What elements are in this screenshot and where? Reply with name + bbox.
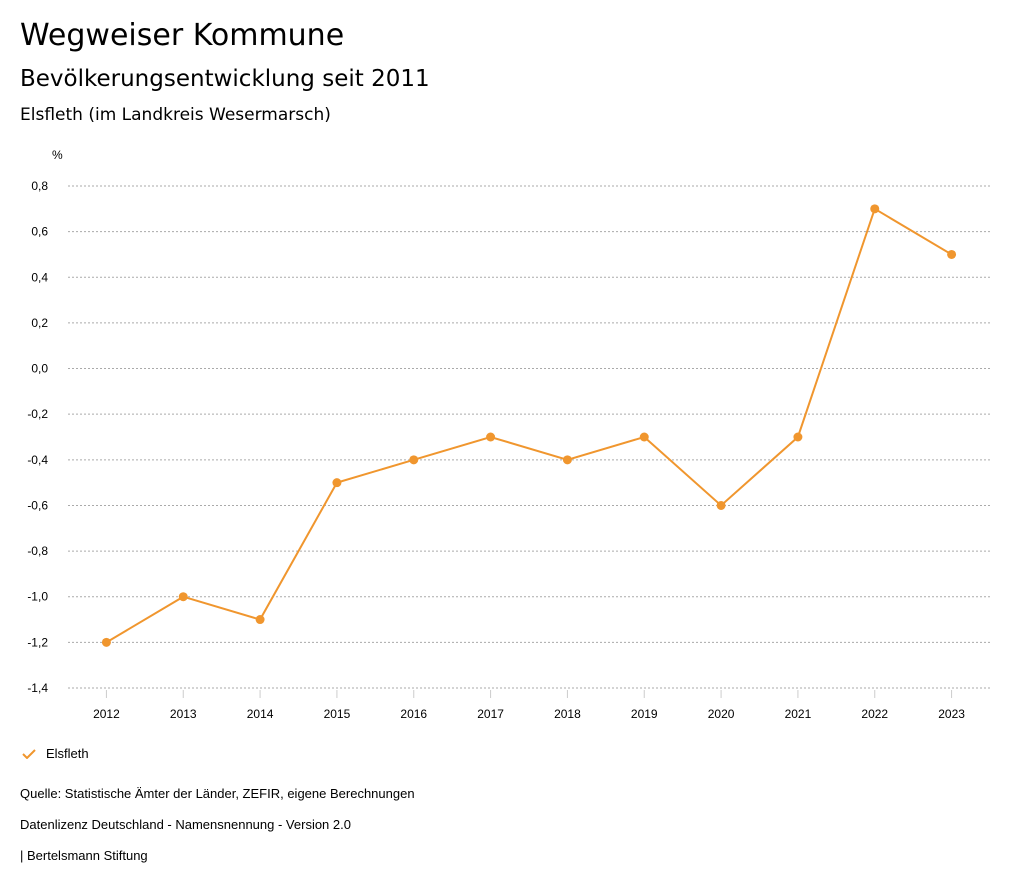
- page-title: Wegweiser Kommune: [20, 18, 345, 53]
- data-point: [332, 478, 342, 488]
- data-point: [409, 455, 419, 465]
- y-tick-label: 0,0: [31, 362, 48, 376]
- data-point: [562, 455, 572, 465]
- legend-label: Elsfleth: [46, 746, 89, 761]
- x-tick-label: 2019: [631, 707, 658, 721]
- x-tick-label: 2012: [93, 707, 120, 721]
- y-tick-label: -0,8: [27, 544, 48, 558]
- x-tick-label: 2018: [554, 707, 581, 721]
- y-tick-label: 0,4: [31, 270, 48, 284]
- y-tick-label: 0,6: [31, 225, 48, 239]
- data-point: [947, 249, 957, 259]
- x-tick-label: 2017: [477, 707, 504, 721]
- y-tick-label: -0,4: [27, 453, 48, 467]
- y-axis-unit: %: [52, 148, 63, 162]
- data-point: [255, 615, 265, 625]
- x-tick-label: 2021: [785, 707, 812, 721]
- x-tick-label: 2023: [938, 707, 965, 721]
- x-tick-label: 2016: [400, 707, 427, 721]
- data-point: [178, 592, 188, 602]
- x-tick-label: 2020: [708, 707, 735, 721]
- y-tick-label: 0,8: [31, 179, 48, 193]
- legend-item[interactable]: Elsfleth: [22, 746, 89, 761]
- data-point: [793, 432, 803, 442]
- x-tick-label: 2015: [324, 707, 351, 721]
- publisher-note: | Bertelsmann Stiftung: [20, 848, 148, 863]
- data-point: [870, 204, 880, 214]
- region-title: Elsfleth (im Landkreis Wesermarsch): [20, 105, 331, 125]
- x-tick-label: 2022: [861, 707, 888, 721]
- data-point: [101, 637, 111, 647]
- data-point: [639, 432, 649, 442]
- chart-subtitle: Bevölkerungsentwicklung seit 2011: [20, 66, 430, 92]
- y-tick-label: -1,0: [27, 590, 48, 604]
- y-tick-label: -1,2: [27, 635, 48, 649]
- checkmark-icon: [22, 748, 36, 759]
- data-point: [716, 500, 726, 510]
- x-tick-label: 2013: [170, 707, 197, 721]
- y-tick-label: 0,2: [31, 316, 48, 330]
- y-tick-label: -1,4: [27, 681, 48, 695]
- source-note: Quelle: Statistische Ämter der Länder, Z…: [20, 786, 415, 801]
- line-chart: % 0,8 0,6 0,4 0,2 0,0 -0,2 -0,4 -0,6 -0,8 -1,0 -1,…: [27, 148, 990, 721]
- license-note: Datenlizenz Deutschland - Namensnennung …: [20, 817, 351, 832]
- series-line: [105, 207, 953, 644]
- x-tick-label: 2014: [247, 707, 274, 721]
- data-point: [486, 432, 496, 442]
- y-tick-label: -0,2: [27, 407, 48, 421]
- y-tick-label: -0,6: [27, 498, 48, 512]
